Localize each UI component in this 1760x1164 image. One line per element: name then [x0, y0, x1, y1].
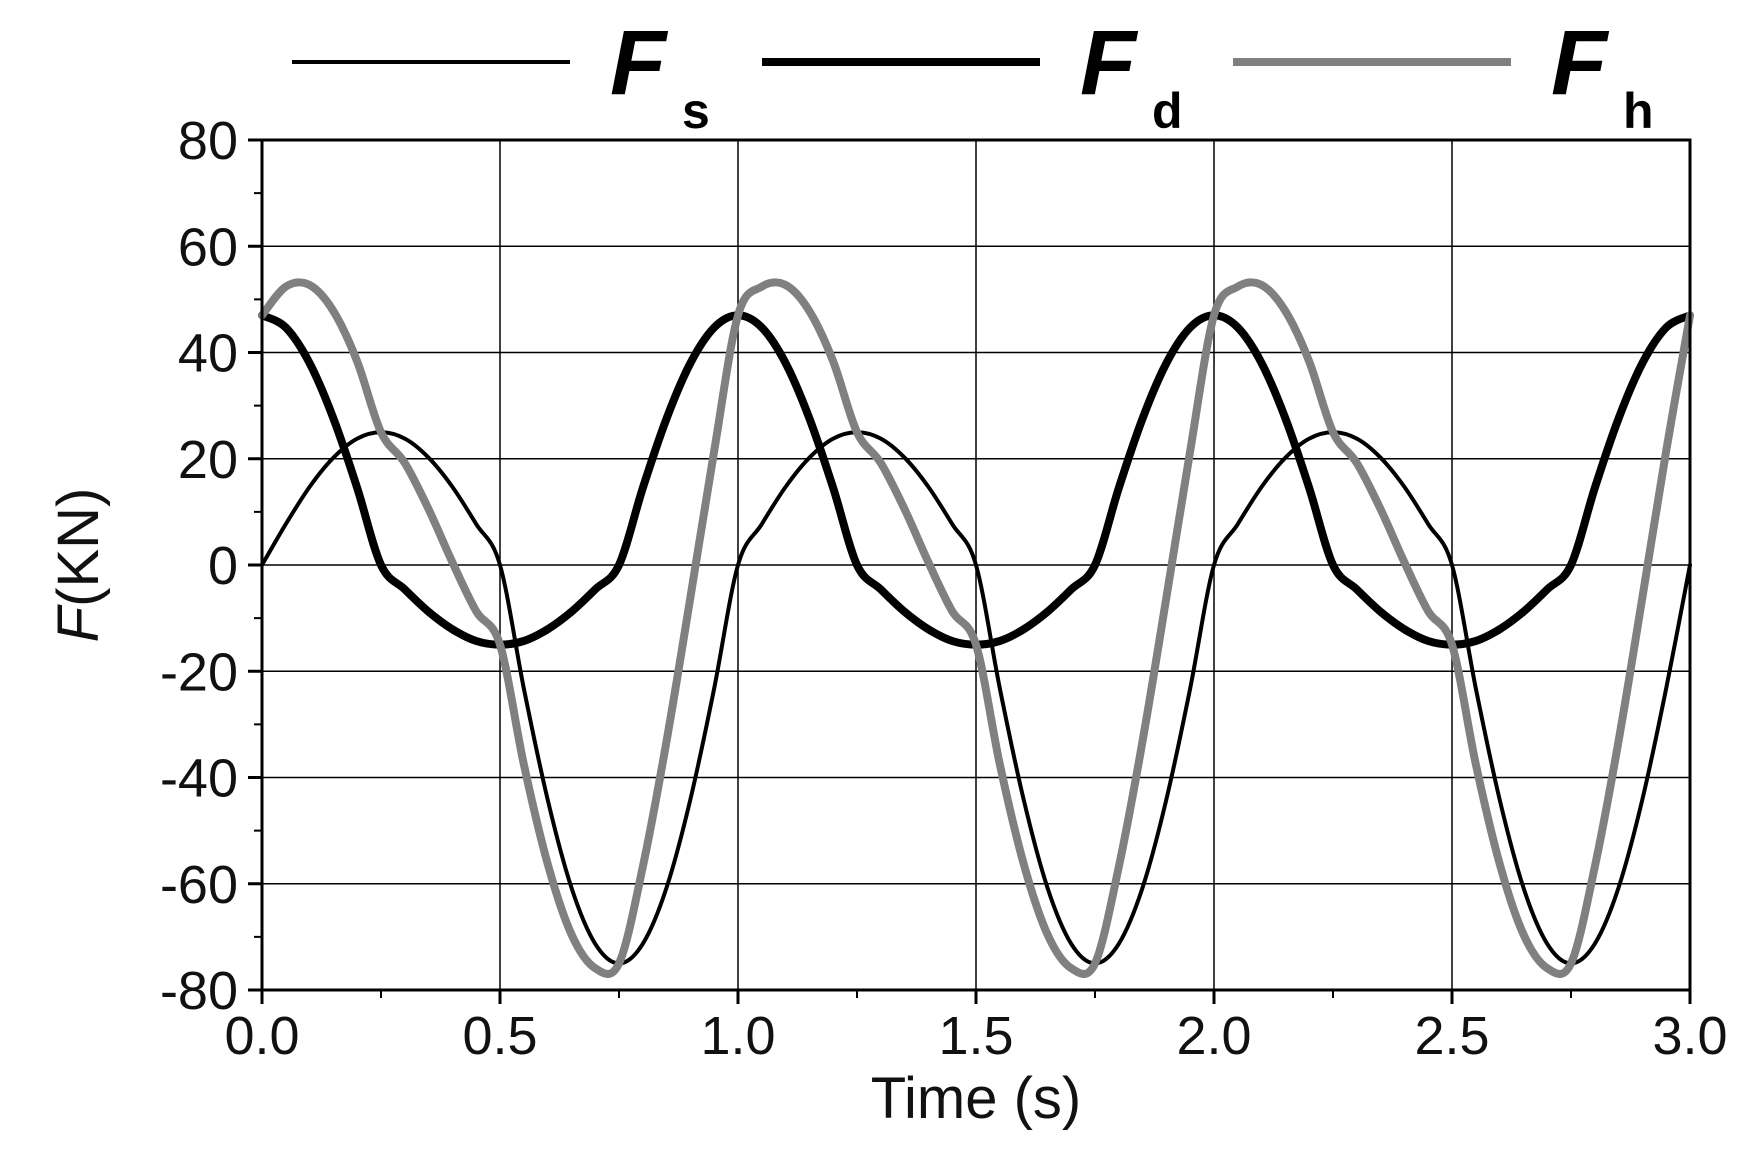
y-axis-symbol: F	[46, 603, 111, 642]
x-tick-label: 2.5	[1414, 1006, 1489, 1066]
y-axis-title: F(KN)	[46, 488, 111, 643]
y-tick-label: -60	[160, 855, 238, 915]
legend-label-main: F	[1551, 12, 1610, 114]
tick-layer	[248, 138, 1692, 1004]
x-tick-label: 0.5	[462, 1006, 537, 1066]
x-tick-label: 0.0	[224, 1006, 299, 1066]
y-tick-label: 0	[208, 536, 238, 596]
y-tick-label: -80	[160, 961, 238, 1021]
y-tick-label: -20	[160, 642, 238, 702]
y-tick-label: 60	[178, 217, 238, 277]
legend-label-subscript: d	[1152, 83, 1183, 139]
series-line-h	[258, 278, 1694, 978]
svg-text:F(KN): F(KN)	[46, 488, 111, 643]
x-axis-title: Time (s)	[871, 1066, 1081, 1131]
x-tick-label: 2.0	[1176, 1006, 1251, 1066]
y-tick-label: 20	[178, 430, 238, 490]
y-tick-label: -40	[160, 749, 238, 809]
y-axis-unit: (KN)	[46, 488, 111, 607]
legend-label-subscript: s	[682, 83, 710, 139]
legend-label-main: F	[1080, 12, 1139, 114]
y-tick-label: 80	[178, 111, 238, 171]
legend-label-main: F	[610, 12, 669, 114]
x-tick-label: 1.5	[938, 1006, 1013, 1066]
y-tick-label: 40	[178, 324, 238, 384]
x-tick-label: 1.0	[700, 1006, 775, 1066]
legend-label-subscript: h	[1623, 83, 1654, 139]
x-tick-label: 3.0	[1652, 1006, 1727, 1066]
tick-label-layer: 0.0 0.5 1.0 1.5 2.0 2.5 3.0 -80 -60 -40 -20 0 20 40 60…	[160, 111, 1728, 1066]
series-layer	[258, 278, 1694, 978]
